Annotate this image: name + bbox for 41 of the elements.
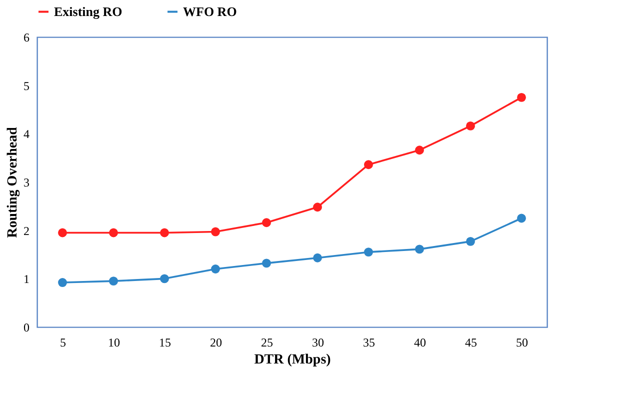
point: [517, 92, 526, 102]
point: [58, 278, 67, 287]
x-tick-label: 45: [465, 336, 477, 350]
y-tick-label: 4: [24, 127, 30, 142]
point: [211, 227, 220, 236]
point: [160, 228, 169, 238]
x-tick-label: 20: [210, 336, 222, 350]
point: [364, 248, 373, 257]
point: [466, 121, 475, 130]
point: [109, 276, 118, 286]
x-tick-label: 40: [414, 336, 426, 350]
x-tick-label: 25: [261, 336, 273, 350]
y-axis-title: Routing Overhead: [6, 126, 20, 238]
y-tick-label: 5: [24, 78, 30, 93]
point: [364, 160, 373, 170]
point: [262, 218, 271, 228]
point: [109, 228, 118, 238]
y-tick-label: 0: [24, 320, 30, 334]
point: [262, 258, 271, 268]
point: [415, 146, 424, 155]
y-tick-label: 2: [24, 224, 30, 238]
x-tick-label: 35: [363, 336, 375, 350]
point: [466, 236, 475, 246]
x-tick-label: 10: [108, 336, 120, 350]
x-tick-label: 50: [516, 336, 528, 350]
point: [160, 274, 169, 284]
point: [211, 264, 220, 274]
x-axis-title: DTR (Mbps): [254, 352, 332, 368]
point: [415, 244, 424, 254]
point: [313, 202, 322, 212]
legend-label: Existing RO: [54, 4, 122, 19]
y-tick-label: 1: [24, 272, 30, 286]
point: [58, 228, 67, 238]
x-tick-label: 30: [312, 336, 324, 350]
x-tick-label: 5: [60, 336, 66, 350]
y-tick-label: 6: [24, 30, 30, 44]
point: [517, 214, 526, 223]
y-tick-label: 3: [24, 176, 30, 190]
point: [313, 253, 322, 262]
x-tick-label: 15: [159, 336, 171, 350]
legend-label: WFO RO: [183, 4, 237, 19]
